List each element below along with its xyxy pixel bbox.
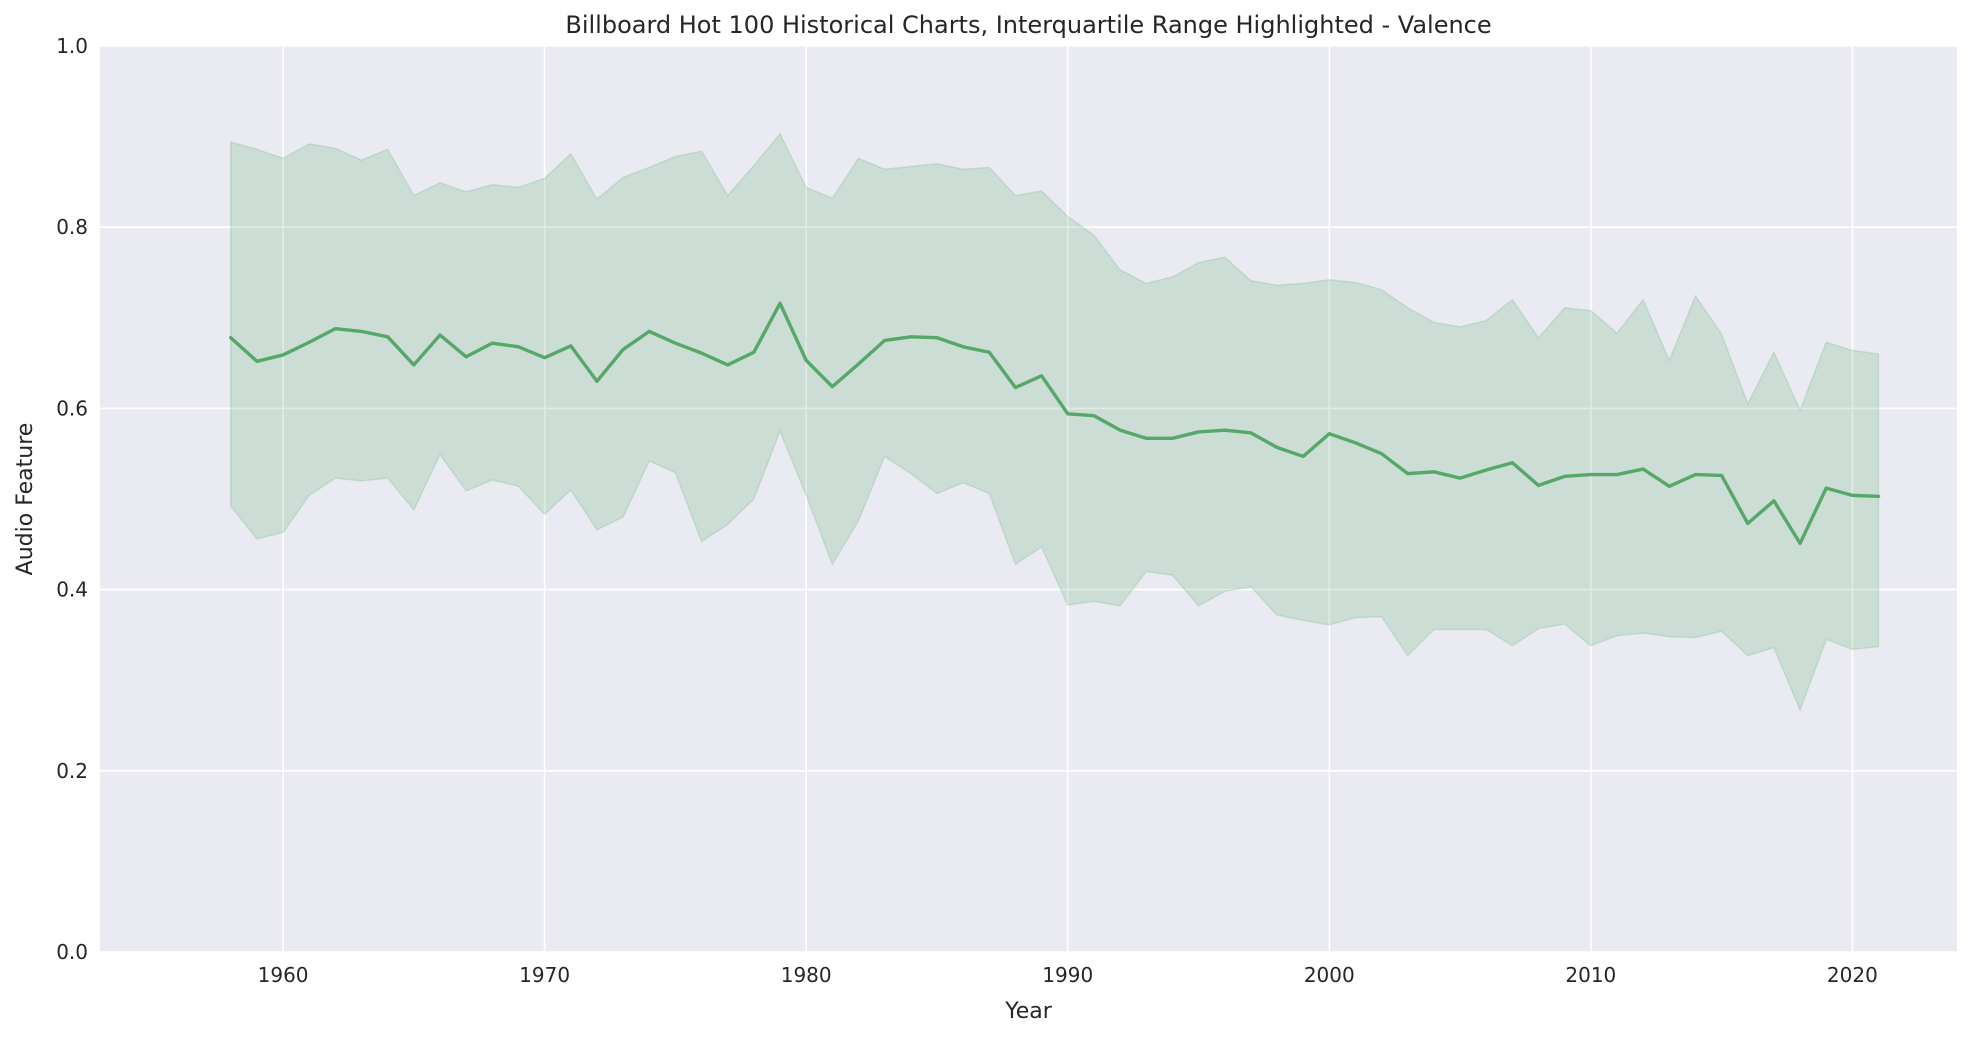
plot-area (100, 46, 1957, 952)
y-tick-label: 0.0 (56, 940, 88, 964)
x-tick-label: 1990 (1042, 963, 1093, 987)
x-tick-label: 1980 (781, 963, 832, 987)
y-axis-label: Audio Feature (13, 423, 38, 576)
x-axis-label: Year (1004, 999, 1053, 1024)
y-tick-label: 0.6 (56, 396, 88, 420)
x-tick-label: 2010 (1565, 963, 1616, 987)
y-tick-label: 0.4 (56, 578, 88, 602)
x-tick-label: 2000 (1304, 963, 1355, 987)
chart-title: Billboard Hot 100 Historical Charts, Int… (565, 11, 1491, 39)
x-tick-label: 1970 (519, 963, 570, 987)
grid-lines (100, 45, 1957, 953)
median-line-layer (229, 301, 1881, 546)
y-axis-ticks: 0.0 0.2 0.4 0.6 0.8 1.0 (56, 34, 88, 964)
y-tick-label: 1.0 (56, 34, 88, 58)
x-tick-label: 1960 (258, 963, 309, 987)
iqr-band-layer (230, 132, 1880, 713)
x-tick-label: 2020 (1827, 963, 1878, 987)
iqr-band (230, 132, 1880, 713)
x-axis-ticks: 1960 1970 1980 1990 2000 2010 2020 (258, 963, 1878, 987)
y-tick-label: 0.2 (56, 759, 88, 783)
series-line (229, 301, 1881, 546)
y-tick-label: 0.8 (56, 215, 88, 239)
